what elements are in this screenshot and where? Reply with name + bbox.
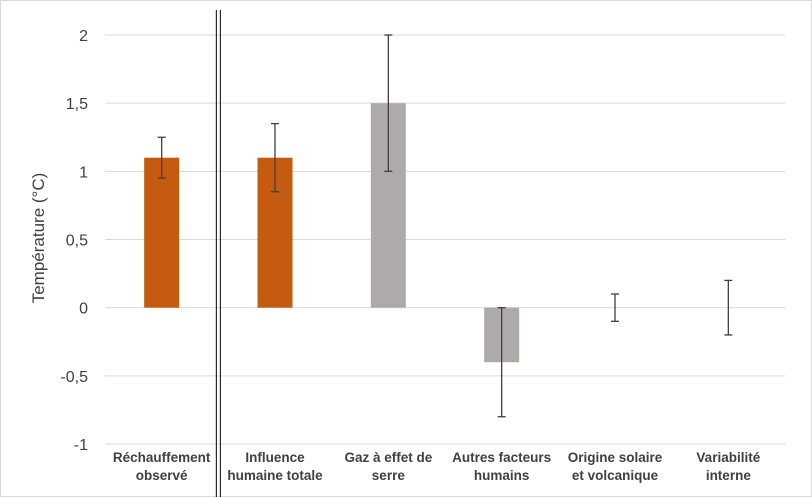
category-label-line: Réchauffement bbox=[113, 450, 211, 465]
category-label-line: interne bbox=[706, 468, 752, 483]
category-label: Réchauffement observé bbox=[113, 450, 211, 483]
category-label-line: Autres facteurs bbox=[452, 450, 551, 465]
y-tick-labels: 2 1,5 1 0,5 0 -0,5 -1 bbox=[60, 28, 88, 454]
category-label-line: Variabilité bbox=[696, 450, 760, 465]
category-label-line: humains bbox=[474, 468, 530, 483]
category-label: Influence humaine totale bbox=[227, 450, 323, 483]
category-label-line: et volcanique bbox=[572, 468, 659, 483]
error-bars bbox=[157, 34, 733, 418]
y-tick-label: -1 bbox=[74, 437, 88, 454]
category-label: Gaz à effet de serre bbox=[344, 450, 432, 483]
category-label-line: humaine totale bbox=[227, 468, 323, 483]
separator bbox=[215, 10, 221, 497]
y-tick-label: 1 bbox=[79, 164, 88, 181]
y-tick-label: -0,5 bbox=[60, 369, 88, 386]
category-labels: Réchauffement observé Influence humaine tot… bbox=[113, 450, 761, 483]
y-tick-label: 2 bbox=[79, 28, 88, 45]
category-label-line: observé bbox=[136, 468, 188, 483]
y-tick-label: 0,5 bbox=[66, 233, 88, 250]
bar bbox=[144, 157, 180, 308]
category-label: Origine solaire et volcanique bbox=[568, 450, 663, 483]
gridlines bbox=[105, 34, 785, 445]
category-label: Variabilité interne bbox=[696, 450, 760, 483]
category-label-line: Influence bbox=[245, 450, 305, 465]
category-label-line: Origine solaire bbox=[568, 450, 663, 465]
category-label-line: serre bbox=[372, 468, 406, 483]
y-axis-title: Température (°C) bbox=[29, 173, 48, 304]
category-label: Autres facteurs humains bbox=[452, 450, 551, 483]
y-tick-label: 0 bbox=[79, 301, 88, 318]
y-tick-label: 1,5 bbox=[66, 96, 88, 113]
category-label-line: Gaz à effet de bbox=[344, 450, 432, 465]
